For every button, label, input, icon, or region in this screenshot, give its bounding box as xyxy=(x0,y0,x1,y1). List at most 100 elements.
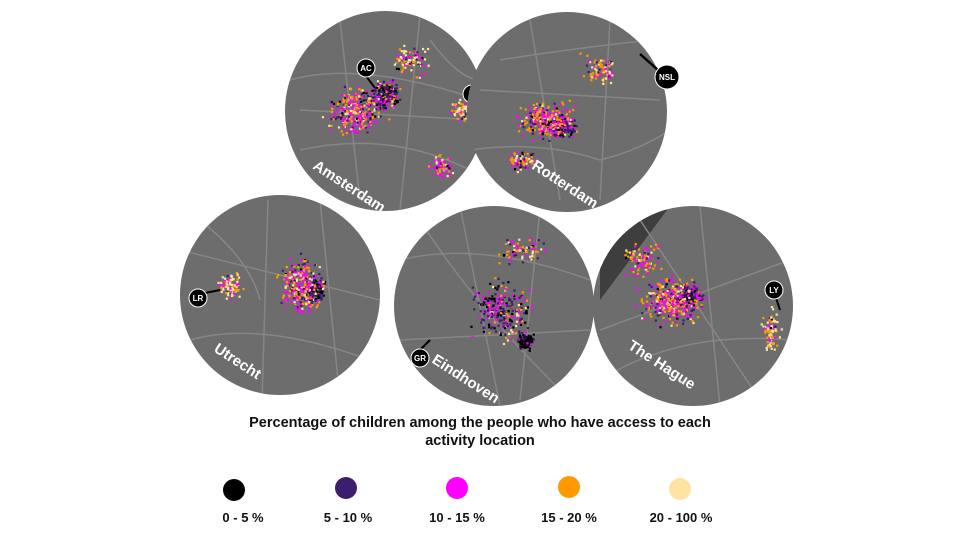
activity-location-dot xyxy=(281,269,284,272)
activity-location-dot xyxy=(372,89,376,92)
activity-location-dot xyxy=(604,64,607,67)
activity-location-dot xyxy=(542,111,546,114)
legend-label-20-100: 20 - 100 % xyxy=(649,510,713,525)
map-the-hague: The Hague LY xyxy=(593,206,793,406)
activity-location-dot xyxy=(363,104,366,107)
activity-location-dot xyxy=(318,289,321,292)
activity-location-dot xyxy=(451,172,455,175)
activity-location-dot xyxy=(519,163,522,166)
activity-location-dot xyxy=(676,299,679,303)
activity-location-dot xyxy=(389,90,392,93)
activity-location-dot xyxy=(521,261,525,264)
activity-location-dot xyxy=(454,110,457,113)
activity-location-dot xyxy=(386,98,389,101)
marker-nsl: NSL xyxy=(639,53,680,90)
activity-location-dot xyxy=(519,345,522,348)
activity-location-dot xyxy=(301,293,304,296)
activity-location-dot xyxy=(551,117,554,120)
activity-location-dot xyxy=(514,324,518,328)
activity-location-dot xyxy=(287,281,290,284)
activity-location-dot xyxy=(314,285,317,288)
activity-location-dot xyxy=(661,295,664,299)
activity-location-dot xyxy=(312,279,315,282)
activity-location-dot xyxy=(321,288,325,291)
activity-location-dot xyxy=(602,66,605,69)
activity-location-dot xyxy=(688,301,691,304)
activity-location-dot xyxy=(319,291,322,294)
activity-location-dot xyxy=(302,260,305,263)
activity-location-dot xyxy=(236,289,240,292)
activity-location-dot xyxy=(390,97,393,100)
activity-location-dot xyxy=(692,308,695,312)
activity-location-dot xyxy=(513,252,516,255)
activity-location-dot xyxy=(686,292,690,295)
activity-location-dot xyxy=(514,159,517,162)
activity-location-dot xyxy=(228,288,231,291)
activity-location-dot xyxy=(663,306,666,309)
activity-location-dot xyxy=(543,122,546,125)
activity-location-dot xyxy=(553,123,556,126)
activity-location-dot xyxy=(491,326,494,329)
activity-location-dot xyxy=(649,313,652,316)
activity-location-dot xyxy=(534,159,537,162)
activity-location-dot xyxy=(364,111,367,114)
activity-location-dot xyxy=(561,101,564,104)
activity-location-dot xyxy=(500,284,503,288)
activity-location-dot xyxy=(532,153,535,156)
activity-location-dot xyxy=(776,344,779,347)
activity-location-dot xyxy=(526,159,529,162)
activity-location-dot xyxy=(587,71,590,74)
activity-location-dot xyxy=(217,283,220,286)
activity-location-dot xyxy=(530,162,533,165)
activity-location-dot xyxy=(505,320,508,323)
activity-location-dot xyxy=(694,300,697,303)
activity-location-dot xyxy=(642,258,645,262)
activity-location-dot xyxy=(542,108,545,111)
activity-location-dot xyxy=(566,118,570,121)
activity-location-dot xyxy=(485,297,488,300)
activity-location-dot xyxy=(508,263,511,266)
activity-location-dot xyxy=(682,298,685,301)
activity-location-dot xyxy=(695,285,698,288)
activity-location-dot xyxy=(322,294,325,297)
activity-location-dot xyxy=(343,106,346,109)
activity-location-dot xyxy=(513,160,516,163)
activity-location-dot xyxy=(567,117,570,120)
activity-location-dot xyxy=(673,302,676,305)
activity-location-dot xyxy=(390,95,394,99)
activity-location-dot xyxy=(494,286,497,290)
activity-location-dot xyxy=(643,257,647,260)
activity-location-dot xyxy=(446,165,449,168)
activity-location-dot xyxy=(350,111,353,114)
activity-location-dot xyxy=(438,166,441,169)
activity-location-dot xyxy=(303,268,306,271)
activity-location-dot xyxy=(300,292,304,295)
activity-location-dot xyxy=(587,60,590,63)
activity-location-dot xyxy=(530,255,534,258)
activity-location-dot xyxy=(502,307,505,311)
activity-location-dot xyxy=(646,257,649,260)
activity-location-dot xyxy=(606,73,609,76)
activity-location-dot xyxy=(485,301,488,304)
activity-location-dot xyxy=(665,279,668,282)
activity-location-dot xyxy=(542,242,545,245)
activity-location-dot xyxy=(611,72,614,75)
activity-location-dot xyxy=(305,303,308,306)
activity-location-dot xyxy=(313,264,317,267)
activity-location-dot xyxy=(691,288,694,291)
activity-location-dot xyxy=(358,127,362,130)
activity-location-dot xyxy=(647,256,650,259)
activity-location-dot xyxy=(521,291,524,294)
activity-location-dot xyxy=(238,295,241,298)
activity-location-dot xyxy=(533,248,537,251)
activity-location-dot xyxy=(691,291,694,294)
activity-location-dot xyxy=(372,99,375,103)
activity-location-dot xyxy=(314,279,317,282)
activity-location-dot xyxy=(330,129,333,132)
activity-location-dot xyxy=(530,242,533,245)
activity-location-dot xyxy=(559,128,562,131)
activity-location-dot xyxy=(297,293,300,296)
activity-location-dot xyxy=(517,340,520,343)
activity-location-dot xyxy=(517,162,520,165)
activity-location-dot xyxy=(459,114,462,117)
